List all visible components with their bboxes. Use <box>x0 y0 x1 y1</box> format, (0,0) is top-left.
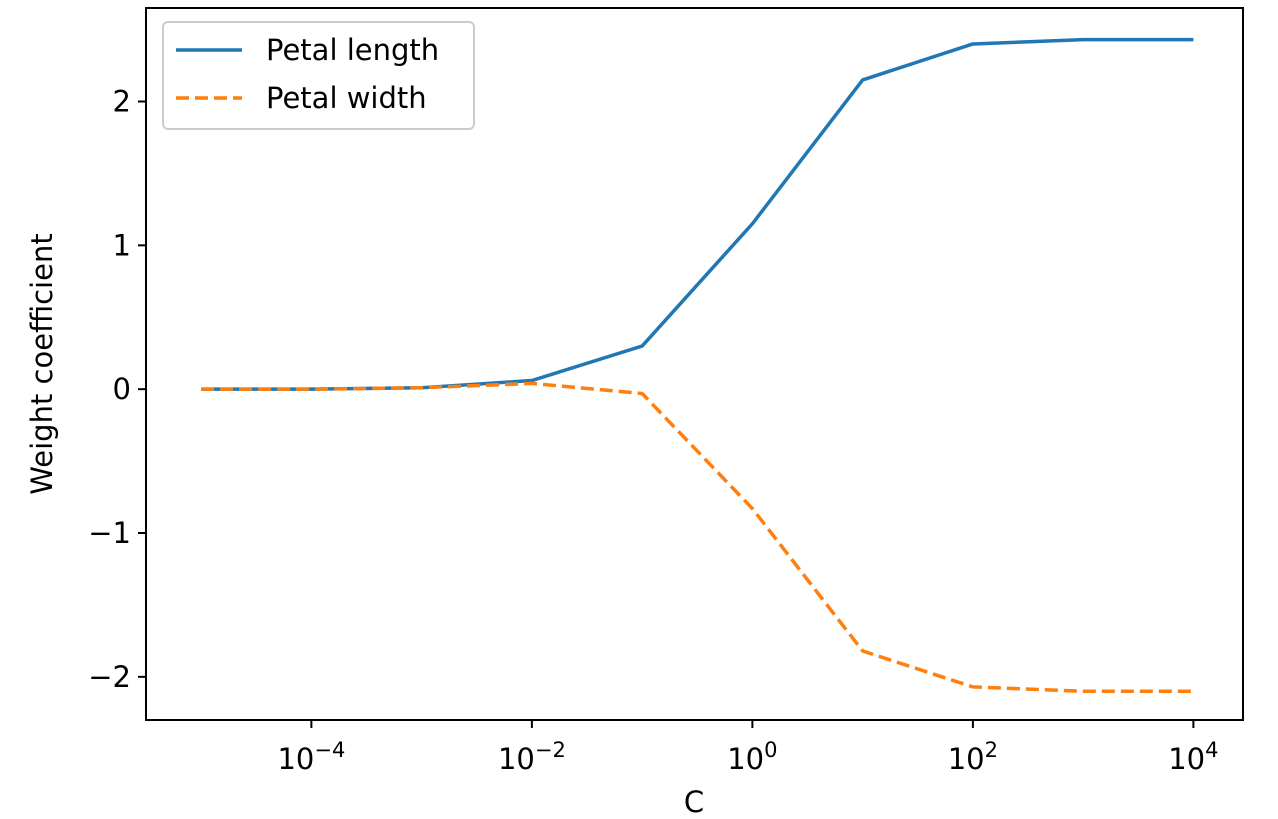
x-tick-label: 102 <box>948 738 998 776</box>
x-axis: 10−4 10−2 100 102 104 <box>277 720 1219 776</box>
y-tick-label: 2 <box>113 84 131 118</box>
series-line-petal-length <box>201 37 1194 391</box>
x-axis-label: C <box>684 785 704 819</box>
y-axis-label: Weight coefficient <box>25 233 59 494</box>
x-tick-label: 104 <box>1168 738 1218 776</box>
series-layer <box>201 37 1194 693</box>
y-tick-label: 0 <box>113 372 131 406</box>
x-tick-label: 10−4 <box>277 738 345 776</box>
series-line-petal-width <box>201 381 1194 693</box>
legend: Petal length Petal width <box>162 21 475 130</box>
plot-frame <box>145 7 1244 721</box>
legend-label-petal-length: Petal length <box>266 33 439 67</box>
y-tick-label: −2 <box>88 660 131 694</box>
y-tick-label: 1 <box>113 228 131 262</box>
x-tick-label: 10−2 <box>498 738 566 776</box>
y-axis: 2 1 0 −1 −2 <box>88 84 146 694</box>
legend-label-petal-width: Petal width <box>266 81 427 115</box>
x-tick-label: 100 <box>727 738 777 776</box>
y-tick-label: −1 <box>88 516 131 550</box>
